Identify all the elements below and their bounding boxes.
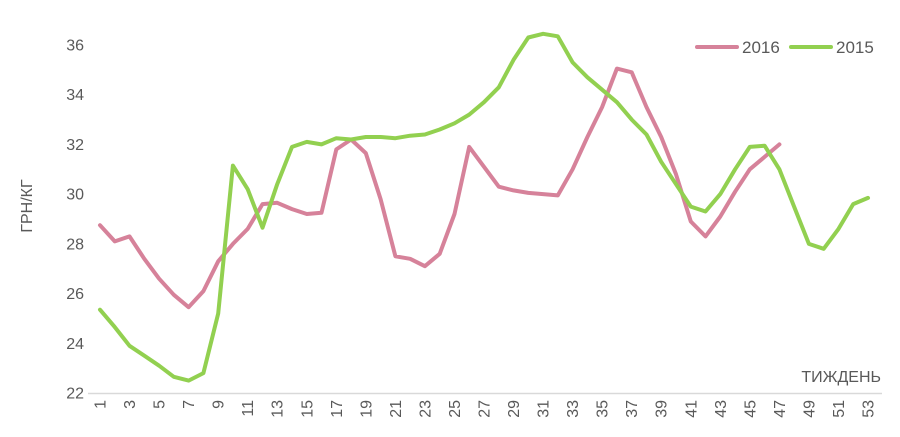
y-axis-title: ГРН/КГ <box>19 179 36 233</box>
y-tick-label: 30 <box>66 187 84 204</box>
x-tick-label: 41 <box>683 400 700 418</box>
x-tick-label: 29 <box>506 400 523 418</box>
x-axis-title: ТИЖДЕНЬ <box>801 369 881 386</box>
legend-item-2016: 2016 <box>695 38 780 57</box>
series-line-2015 <box>98 31 870 383</box>
x-tick-label: 37 <box>624 400 641 418</box>
series-line-2016 <box>98 66 782 310</box>
x-tick-label: 13 <box>270 400 287 418</box>
legend-label-2016: 2016 <box>742 38 780 57</box>
y-tick-label: 26 <box>66 286 84 303</box>
x-tick-label: 1 <box>93 400 110 409</box>
x-tick-label: 45 <box>742 400 759 418</box>
y-tick-label: 28 <box>66 236 84 253</box>
x-tick-label: 19 <box>358 400 375 418</box>
x-tick-label: 9 <box>211 400 228 409</box>
x-tick-label: 23 <box>417 400 434 418</box>
x-tick-label: 49 <box>801 400 818 418</box>
x-tick-label: 11 <box>240 400 257 417</box>
x-tick-label: 21 <box>388 400 405 418</box>
x-tick-label: 27 <box>476 400 493 418</box>
x-tick-label: 7 <box>181 400 198 409</box>
x-tick-label: 53 <box>860 400 877 418</box>
y-tick-label: 22 <box>66 386 84 403</box>
y-tick-label: 32 <box>66 137 84 154</box>
x-tick-label: 3 <box>122 400 139 409</box>
legend-label-2015: 2015 <box>836 38 874 57</box>
x-tick-label: 33 <box>565 400 582 418</box>
x-tick-label: 47 <box>772 400 789 418</box>
y-tick-label: 36 <box>66 38 84 55</box>
x-tick-label: 35 <box>595 400 612 418</box>
x-tick-label: 5 <box>152 400 169 409</box>
x-tick-label: 17 <box>329 400 346 418</box>
y-tick-label: 24 <box>66 336 84 353</box>
x-tick-label: 39 <box>654 400 671 418</box>
x-tick-label: 15 <box>299 400 316 418</box>
x-tick-label: 25 <box>447 400 464 418</box>
y-tick-label: 34 <box>66 87 84 104</box>
x-tick-label: 31 <box>536 400 553 418</box>
x-tick-label: 43 <box>713 400 730 418</box>
legend-item-2015: 2015 <box>789 38 874 57</box>
x-tick-label: 51 <box>831 400 848 418</box>
